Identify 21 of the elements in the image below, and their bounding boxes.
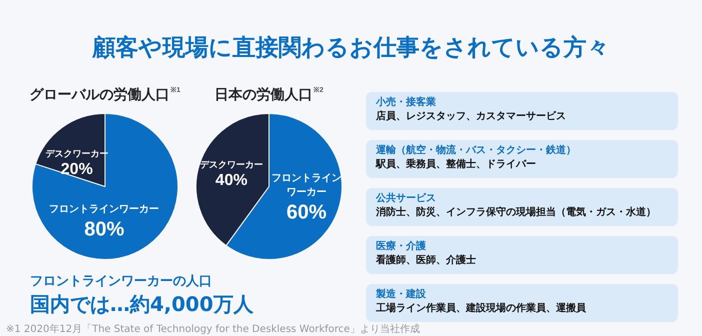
data-label: 20% [60, 161, 93, 178]
text: 運輸（航空・物流・バス・タクシー・鉄道） [376, 144, 577, 158]
data-label: 60% [286, 202, 327, 224]
slice-label: フロントラインワーカー [272, 173, 342, 198]
text: ※1 2020年12月「The State of Technology for the Deskless Workforce」より当社作成 [6, 322, 420, 336]
data-label: 40% [215, 172, 248, 189]
text: 駅員、乗務員、整備士、ドライバー [376, 158, 537, 172]
text: 工場ライン作業員、建設現場の作業員、運搬員 [376, 302, 587, 316]
text: 国内では…約4,000万人 [30, 291, 254, 318]
text: 製造・建設 [376, 288, 427, 302]
text: 公共サービス [376, 192, 437, 206]
text: フロントラインワーカーの人口 [30, 273, 212, 290]
data-label: 80% [84, 218, 124, 240]
text: 顧客や現場に直接関わるお仕事をされている方々 [91, 34, 610, 63]
text: 店員、レジスタッフ、カスタマーサービス [376, 110, 567, 124]
slice-label: デスクワーカー [200, 159, 263, 170]
text: 消防士、防災、インフラ保守の現場担当（電気・ガス・水道） [376, 206, 657, 220]
text: 小売・接客業 [376, 96, 437, 110]
text: 医療・介護 [376, 240, 427, 254]
slice-label: フロントラインワーカー [49, 204, 160, 215]
text: 看護師、医師、介護士 [376, 254, 477, 268]
